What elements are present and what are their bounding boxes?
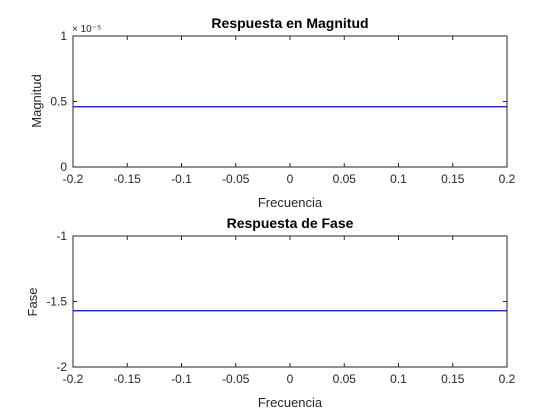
- phase-x-tick-label: 0.15: [441, 372, 465, 386]
- magnitude-ticks: -0.2 -0.15 -0.1 -0.05 0 0.05 0.1 0.15 0.2 0 0.5 1: [50, 29, 515, 186]
- phase-x-tick-label: 0.2: [499, 372, 516, 386]
- magnitude-xlabel: Frecuencia: [258, 195, 323, 210]
- phase-x-tick-label: 0: [287, 372, 294, 386]
- phase-y-tick-label: -2: [56, 360, 67, 374]
- magnitude-ylabel: Magnitud: [29, 74, 44, 127]
- phase-xlabel: Frecuencia: [258, 395, 323, 410]
- magnitude-plot-area: [72, 35, 508, 168]
- magnitude-title: Respuesta en Magnitud: [211, 15, 368, 31]
- phase-x-tick-label: -0.05: [222, 372, 250, 386]
- magnitude-exponent-label: × 10⁻⁵: [72, 24, 101, 35]
- phase-ticks: -0.2 -0.15 -0.1 -0.05 0 0.05 0.1 0.15 0.2 -2 -1.5 -…: [46, 229, 515, 386]
- phase-x-tick-label: 0.05: [333, 372, 357, 386]
- phase-y-tick-label: -1: [56, 229, 67, 243]
- phase-y-tick-label: -1.5: [46, 295, 67, 309]
- magnitude-x-tick-label: -0.1: [171, 172, 192, 186]
- magnitude-plot: -0.2 -0.15 -0.1 -0.05 0 0.05 0.1 0.15 0.2 0 0.5 1 R…: [29, 15, 516, 210]
- magnitude-y-tick-label: 0: [60, 160, 67, 174]
- magnitude-y-tick-label: 1: [60, 29, 67, 43]
- magnitude-x-tick-label: 0.2: [499, 172, 516, 186]
- magnitude-x-tick-label: -0.05: [222, 172, 250, 186]
- magnitude-x-tick-label: -0.15: [114, 172, 142, 186]
- magnitude-x-tick-label: 0.05: [333, 172, 357, 186]
- phase-x-tick-label: -0.2: [63, 372, 84, 386]
- magnitude-x-tick-label: 0.1: [390, 172, 407, 186]
- phase-x-tick-label: 0.1: [390, 372, 407, 386]
- magnitude-x-tick-label: -0.2: [63, 172, 84, 186]
- phase-ylabel: Fase: [25, 288, 40, 317]
- phase-x-tick-label: -0.15: [114, 372, 142, 386]
- magnitude-y-tick-label: 0.5: [50, 95, 67, 109]
- phase-plot: -0.2 -0.15 -0.1 -0.05 0 0.05 0.1 0.15 0.2 -2 -1.5 -…: [25, 215, 516, 410]
- phase-plot-area: [72, 235, 508, 368]
- magnitude-x-tick-label: 0.15: [441, 172, 465, 186]
- magnitude-x-tick-label: 0: [287, 172, 294, 186]
- phase-title: Respuesta de Fase: [227, 215, 354, 231]
- phase-x-tick-label: -0.1: [171, 372, 192, 386]
